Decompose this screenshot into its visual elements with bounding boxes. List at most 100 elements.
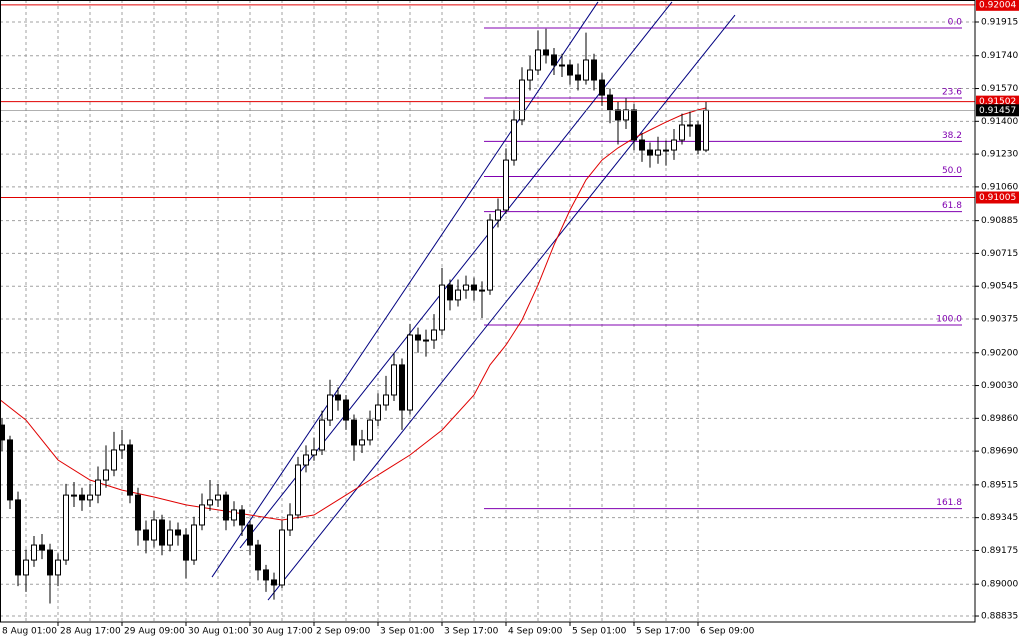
candle-body	[543, 49, 549, 56]
x-tick-label: 29 Aug 09:00	[124, 627, 185, 637]
x-tick-label: 5 Sep 17:00	[636, 627, 691, 637]
candle-body	[135, 494, 141, 531]
candle-body	[7, 439, 13, 501]
candle-body	[407, 334, 413, 411]
candle-body	[263, 569, 269, 581]
x-tick-label: 28 Aug 17:00	[60, 627, 121, 637]
y-tick-label: 0.90885	[981, 216, 1018, 226]
x-tick-label: 30 Aug 01:00	[188, 627, 249, 637]
candle-body	[375, 404, 381, 421]
candle-body	[103, 469, 109, 481]
y-tick-label: 0.90715	[981, 249, 1018, 259]
x-tick-label: 2 Sep 09:00	[316, 627, 371, 637]
price-box-label: 0.91502	[979, 97, 1016, 107]
candle-body	[687, 124, 693, 127]
candle-body	[31, 544, 37, 561]
y-tick-label: 0.91060	[981, 182, 1018, 192]
candle-body	[359, 439, 365, 446]
candle-body	[207, 499, 213, 506]
candle-body	[23, 559, 29, 576]
y-tick-label: 0.91570	[981, 84, 1018, 94]
plot-area: 0.0 23.6 38.2 50.0 61.8 100.0 161.8	[0, 1, 975, 604]
x-tick-label: 4 Sep 09:00	[508, 627, 563, 637]
fib-label: 0.0	[948, 17, 963, 27]
candle-body	[671, 139, 677, 151]
candle-body	[343, 399, 349, 421]
candle-body	[383, 394, 389, 406]
x-tick-label: 30 Aug 17:00	[252, 627, 313, 637]
candle-body	[567, 64, 573, 76]
candle-body	[47, 549, 53, 576]
y-tick-label: 0.91230	[981, 150, 1018, 160]
candle-body	[215, 494, 221, 501]
candle-body	[599, 79, 605, 96]
trendline	[267, 14, 736, 601]
candle-body	[575, 74, 581, 81]
candle-body	[527, 69, 533, 81]
fib-label: 61.8	[942, 201, 962, 211]
x-tick-label: 6 Sep 09:00	[700, 627, 755, 637]
y-tick-label: 0.89345	[981, 513, 1018, 523]
candle-body	[199, 504, 205, 526]
fib-label: 50.0	[942, 166, 962, 176]
candle-body	[623, 109, 629, 121]
candle-body	[439, 284, 445, 331]
candle-body	[487, 219, 493, 291]
candle-body	[655, 149, 661, 156]
candle-body	[399, 364, 405, 411]
candle-body	[335, 394, 341, 401]
candle-body	[551, 54, 557, 66]
fib-label: 23.6	[942, 87, 962, 97]
candle-body	[695, 124, 701, 151]
candle-body	[463, 284, 469, 291]
candle-body	[279, 529, 285, 586]
candle-body	[455, 289, 461, 301]
candle-body	[519, 79, 525, 121]
candle-body	[87, 494, 93, 501]
price-box-label: 0.92004	[979, 0, 1016, 10]
x-tick-label: 3 Sep 01:00	[380, 627, 435, 637]
candle-body	[55, 559, 61, 576]
candle-body	[607, 94, 613, 111]
candle-body	[663, 149, 669, 152]
candle-body	[447, 284, 453, 301]
y-tick-label: 0.90545	[981, 282, 1018, 292]
candle-body	[167, 529, 173, 546]
y-tick-label: 0.89000	[981, 580, 1018, 590]
candle-body	[423, 339, 429, 342]
y-tick-label: 0.90200	[981, 348, 1018, 358]
fib-label: 161.8	[936, 498, 962, 508]
candle-body	[63, 494, 69, 561]
candle-body	[559, 64, 565, 67]
candle-body	[159, 519, 165, 546]
candle-body	[679, 124, 685, 141]
candle-body	[351, 419, 357, 446]
x-tick-label: 5 Sep 01:00	[572, 627, 627, 637]
candle-body	[391, 364, 397, 396]
candle-body	[639, 139, 645, 151]
y-tick-label: 0.90375	[981, 315, 1018, 325]
candle-body	[703, 109, 709, 151]
y-tick-label: 0.91915	[981, 17, 1018, 27]
candle-body	[287, 514, 293, 531]
x-tick-label: 3 Sep 17:00	[444, 627, 499, 637]
y-tick-label: 0.91740	[981, 51, 1018, 61]
candle-body	[183, 534, 189, 561]
candle-body	[223, 494, 229, 521]
y-tick-label: 0.89515	[981, 480, 1018, 490]
y-tick-label: 0.89690	[981, 447, 1018, 457]
candle-body	[583, 59, 589, 81]
candle-body	[367, 419, 373, 441]
price-box	[976, 0, 1019, 11]
candle-body	[503, 159, 509, 211]
candle-body	[431, 329, 437, 341]
candle-body	[479, 289, 485, 292]
trendline	[211, 1, 599, 578]
candle-body	[119, 444, 125, 451]
x-tick-label: 8 Aug 01:00	[2, 627, 57, 637]
candle-body	[247, 524, 253, 546]
grid	[0, 0, 975, 622]
candle-body	[39, 544, 45, 551]
candle-body	[255, 544, 261, 571]
